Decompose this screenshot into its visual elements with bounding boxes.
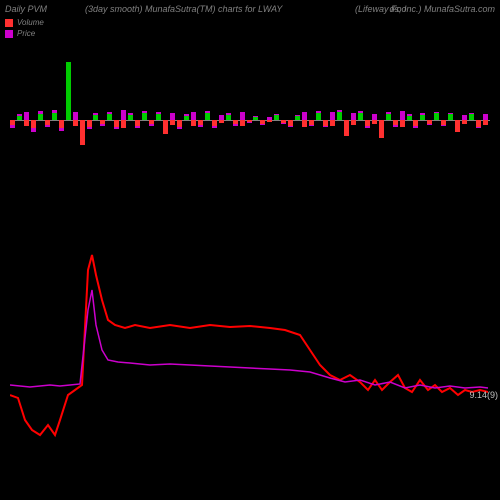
volume-bar-dir: [372, 120, 377, 124]
volume-bar-dir: [45, 120, 50, 125]
legend: Volume Price: [5, 18, 44, 40]
header-right: ds, Inc.) MunafaSutra.com: [389, 4, 495, 14]
volume-bar-dir: [191, 120, 196, 126]
header-center: (3day smooth) MunafaSutra(TM) charts for…: [85, 4, 282, 14]
volume-bar-dir: [121, 120, 126, 128]
volume-bar-dir: [323, 120, 328, 126]
legend-price-label: Price: [17, 29, 35, 38]
volume-bar-dir: [358, 113, 363, 120]
volume-bar-dir: [59, 120, 64, 128]
volume-bar-dir: [448, 114, 453, 120]
volume-bar-dir: [170, 120, 175, 125]
volume-bar-std: [330, 112, 335, 120]
volume-bar-dir: [476, 120, 481, 127]
volume-bar-dir: [93, 115, 98, 120]
volume-bar-dir: [163, 120, 168, 134]
volume-bar-dir: [365, 120, 370, 126]
volume-bar-dir: [80, 120, 85, 145]
volume-bar-std: [24, 112, 29, 120]
volume-bar-dir: [226, 115, 231, 120]
volume-bar-dir: [107, 114, 112, 120]
chart-line: [10, 255, 488, 435]
legend-volume-swatch: [5, 19, 13, 27]
volume-bar-dir: [386, 114, 391, 120]
volume-bar-dir: [66, 62, 71, 120]
volume-bar-std: [302, 112, 307, 120]
volume-bar-dir: [441, 120, 446, 125]
volume-bar-dir: [393, 120, 398, 125]
volume-bar-std: [351, 113, 356, 120]
volume-bar-dir: [184, 116, 189, 120]
volume-bar-dir: [274, 115, 279, 120]
volume-bar-dir: [302, 120, 307, 127]
volume-bar-dir: [156, 114, 161, 120]
volume-bar-dir: [17, 116, 22, 120]
volume-bar-dir: [344, 120, 349, 136]
volume-bar-dir: [267, 120, 272, 122]
volume-bar-dir: [400, 120, 405, 127]
volume-bar-dir: [142, 113, 147, 120]
volume-bar-dir: [31, 120, 36, 128]
price-label: 9.14(9): [469, 390, 498, 400]
volume-bar-dir: [427, 120, 432, 124]
volume-bar-dir: [413, 120, 418, 126]
volume-bar-dir: [330, 120, 335, 126]
line-chart: [10, 220, 490, 480]
volume-bar-dir: [316, 113, 321, 120]
volume-bar-dir: [407, 116, 412, 120]
volume-bar-std: [170, 113, 175, 120]
volume-bar-std: [121, 110, 126, 120]
volume-bar-dir: [260, 120, 265, 124]
volume-bar-dir: [52, 113, 57, 120]
header-left: Daily PVM: [5, 4, 47, 14]
volume-bar-dir: [177, 120, 182, 127]
volume-bar-dir: [233, 120, 238, 124]
volume-bar-dir: [24, 120, 29, 126]
volume-bar-dir: [87, 120, 92, 127]
volume-bar-dir: [219, 120, 224, 123]
volume-bar-std: [73, 112, 78, 120]
volume-bar-dir: [205, 113, 210, 120]
volume-bar-dir: [247, 120, 252, 122]
volume-bar-std: [400, 111, 405, 120]
legend-price-swatch: [5, 30, 13, 38]
volume-bar-std: [240, 112, 245, 120]
volume-bar-dir: [212, 120, 217, 126]
legend-price: Price: [5, 29, 44, 38]
legend-volume-label: Volume: [17, 18, 44, 27]
volume-bar-dir: [253, 117, 258, 120]
volume-bar-dir: [38, 114, 43, 120]
volume-bar-dir: [128, 115, 133, 120]
volume-bar-dir: [198, 120, 203, 125]
volume-bar-dir: [135, 120, 140, 126]
line-chart-svg: [10, 220, 490, 480]
chart-line: [10, 290, 488, 388]
volume-bar-std: [191, 112, 196, 120]
volume-bar-dir: [351, 120, 356, 125]
volume-bar-dir: [281, 120, 286, 123]
volume-bar-dir: [288, 120, 293, 126]
volume-bar-dir: [434, 113, 439, 120]
volume-bar-dir: [455, 120, 460, 132]
volume-bar-dir: [10, 120, 15, 125]
volume-bar-dir: [100, 120, 105, 124]
volume-bar-dir: [337, 112, 342, 120]
volume-bar-dir: [295, 116, 300, 120]
volume-bar-dir: [469, 114, 474, 120]
volume-bar-dir: [73, 120, 78, 126]
volume-bar-dir: [240, 120, 245, 126]
volume-bars: [10, 60, 490, 180]
legend-volume: Volume: [5, 18, 44, 27]
volume-bar-dir: [483, 120, 488, 125]
volume-chart: [10, 60, 490, 180]
volume-bar-dir: [149, 120, 154, 124]
volume-bar-dir: [379, 120, 384, 138]
volume-bar-dir: [462, 120, 467, 124]
volume-bar-dir: [420, 115, 425, 120]
volume-bar-dir: [309, 120, 314, 125]
volume-bar-dir: [114, 120, 119, 127]
